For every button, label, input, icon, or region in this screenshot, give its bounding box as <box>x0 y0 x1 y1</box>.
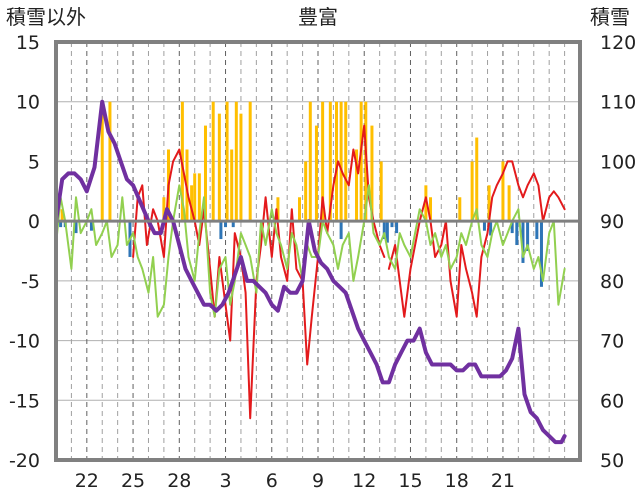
right-tick-label: 60 <box>600 390 624 412</box>
x-tick-label: 22 <box>75 470 99 492</box>
x-tick-label: 25 <box>121 470 145 492</box>
precip-bar <box>390 221 394 228</box>
right-tick-label: 120 <box>600 32 636 54</box>
x-axis-ticks: 22 25 28 3 6 9 12 15 18 21 <box>75 470 515 492</box>
precip-bar <box>382 221 386 240</box>
snowfall-bar <box>239 113 243 222</box>
snowfall-bar <box>339 101 343 222</box>
precip-bar <box>521 221 525 263</box>
chart-title: 豊富 <box>298 5 338 29</box>
right-tick-label: 70 <box>600 331 624 353</box>
snowfall-bar <box>379 161 383 222</box>
right-tick-label: 80 <box>600 271 624 293</box>
precip-bar <box>231 221 235 228</box>
snowfall-bar <box>344 101 348 222</box>
precip-bar <box>535 221 539 240</box>
right-axis-ticks: 120 110 100 90 80 70 60 50 <box>600 32 636 472</box>
snowfall-bar <box>314 125 318 222</box>
precip-bar <box>510 221 514 234</box>
precip-bar <box>224 221 228 228</box>
snowfall-bar <box>203 125 207 222</box>
snowfall-bar <box>276 197 280 222</box>
snowfall-bar <box>370 125 374 222</box>
snowfall-bar <box>234 101 238 222</box>
snowfall-bar <box>197 173 201 222</box>
precip-bar <box>526 221 530 251</box>
snowfall-bar <box>334 101 338 222</box>
precip-bar <box>219 221 223 240</box>
min_temp-series <box>55 184 566 318</box>
snowfall-bar <box>501 161 505 222</box>
snowfall-bar <box>321 101 325 222</box>
snowfall-bar <box>470 161 474 222</box>
left-axis-label: 積雪以外 <box>6 5 86 29</box>
gridlines <box>56 42 580 460</box>
left-tick-label: -5 <box>21 271 40 293</box>
x-tick-label: 9 <box>312 470 324 492</box>
precip-bar <box>339 221 343 240</box>
left-tick-label: -10 <box>9 331 40 353</box>
left-tick-label: -20 <box>9 450 40 472</box>
snowfall-bar <box>100 101 104 222</box>
snowfall-bar <box>355 149 359 222</box>
snowfall-bar <box>308 101 312 222</box>
precip-bar <box>59 221 63 228</box>
snowfall-bar <box>225 101 229 222</box>
x-tick-label: 3 <box>219 470 231 492</box>
plot-series <box>54 99 567 445</box>
snowfall-bar <box>487 185 491 222</box>
snowfall-bar <box>424 185 428 222</box>
snowfall-bar <box>359 101 363 222</box>
snowfall-bar <box>248 101 252 222</box>
precip-bar <box>74 221 78 234</box>
min_temp-line <box>55 184 566 318</box>
right-tick-label: 100 <box>600 151 636 173</box>
x-tick-label: 12 <box>352 470 376 492</box>
precip-bar <box>489 221 493 236</box>
left-tick-label: 5 <box>28 151 40 173</box>
precip-bar <box>539 221 543 287</box>
snowfall-bar <box>211 101 215 222</box>
x-tick-label: 15 <box>398 470 422 492</box>
precip-bar <box>395 221 399 234</box>
x-tick-label: 21 <box>491 470 515 492</box>
left-tick-label: 10 <box>16 92 40 114</box>
snowfall-bar <box>429 197 433 222</box>
left-tick-label: 0 <box>28 211 40 233</box>
snowfall-bar <box>162 197 166 222</box>
right-axis-label: 積雪 <box>590 5 630 29</box>
precip-bar <box>482 221 486 231</box>
right-tick-label: 50 <box>600 450 624 472</box>
right-tick-label: 110 <box>600 92 636 114</box>
snowfall-bar <box>475 137 479 222</box>
snowfall-bar <box>458 197 462 222</box>
snowfall-bar <box>193 173 197 222</box>
snow_depth-line <box>54 99 567 445</box>
snowfall-bar <box>217 113 221 222</box>
x-tick-label: 28 <box>167 470 191 492</box>
snowfall-bar <box>60 209 64 222</box>
snowfall-bar <box>304 161 308 222</box>
snowfall-bar <box>298 197 302 222</box>
precip-bar <box>89 221 93 231</box>
left-axis-ticks: 15 10 5 0 -5 -10 -15 -20 <box>9 32 40 472</box>
left-tick-label: -15 <box>9 390 40 412</box>
x-tick-label: 18 <box>445 470 469 492</box>
snowfall-bar <box>328 101 332 222</box>
snow_depth-series <box>54 99 567 445</box>
precip-bar <box>385 221 389 243</box>
snowfall-bar <box>230 149 234 222</box>
right-tick-label: 90 <box>600 211 624 233</box>
snowfall-bar <box>108 101 112 222</box>
snowfall-bar <box>190 185 194 222</box>
snowfall-series <box>60 101 511 222</box>
snowfall-bar <box>507 185 511 222</box>
left-tick-label: 15 <box>16 32 40 54</box>
x-tick-label: 6 <box>266 470 278 492</box>
precip-bar <box>515 221 519 246</box>
plot-frame <box>54 40 582 462</box>
